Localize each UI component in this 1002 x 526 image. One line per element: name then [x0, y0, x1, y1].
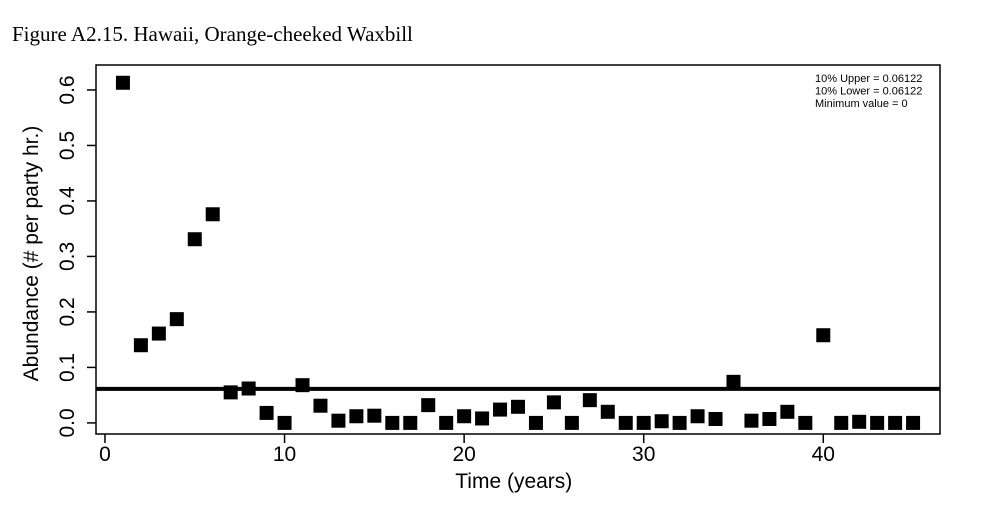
- data-point: [403, 415, 418, 430]
- data-point: [780, 404, 795, 419]
- data-point: [888, 415, 903, 430]
- data-point: [331, 413, 346, 428]
- data-point: [744, 413, 759, 428]
- data-point: [187, 232, 202, 247]
- y-axis-title: Abundance (# per party hr.): [20, 126, 43, 382]
- y-tick-label: 0.3: [56, 242, 79, 271]
- data-point: [528, 415, 543, 430]
- data-point: [457, 409, 472, 424]
- x-tick-label: 30: [632, 443, 655, 466]
- data-point: [726, 374, 741, 389]
- data-point: [241, 381, 256, 396]
- y-tick-label: 0.2: [56, 297, 79, 326]
- data-point: [816, 328, 831, 343]
- data-point: [475, 411, 490, 426]
- x-tick-label: 40: [812, 443, 835, 466]
- data-point: [151, 326, 166, 341]
- plot-frame: [95, 64, 941, 435]
- data-points: [115, 75, 921, 430]
- data-point: [636, 415, 651, 430]
- data-point: [205, 207, 220, 222]
- data-point: [762, 412, 777, 427]
- data-point: [870, 415, 885, 430]
- data-point: [313, 398, 328, 413]
- y-tick-label: 0.5: [56, 131, 79, 160]
- data-point: [349, 409, 364, 424]
- data-point: [493, 402, 508, 417]
- data-point: [259, 405, 274, 420]
- data-point: [618, 415, 633, 430]
- data-point: [223, 385, 238, 400]
- data-point: [421, 398, 436, 413]
- data-point: [367, 408, 382, 423]
- data-point: [798, 415, 813, 430]
- y-axis: 0.0 0.1 0.2 0.3 0.4 0.5 0.6: [56, 75, 96, 438]
- data-point: [852, 414, 867, 429]
- data-point: [133, 338, 148, 353]
- data-point: [169, 312, 184, 327]
- data-point: [654, 414, 669, 429]
- data-point: [511, 399, 525, 414]
- x-tick-label: 0: [99, 443, 111, 466]
- data-point: [582, 393, 597, 408]
- figure-caption: Figure A2.15. Hawaii, Orange-cheeked Wax…: [12, 22, 413, 46]
- x-axis: 0 10 20 30 40: [99, 434, 835, 466]
- data-point: [906, 415, 921, 430]
- legend-annotation: 10% Upper = 0.06122: [815, 73, 922, 85]
- data-point: [546, 395, 561, 410]
- y-tick-label: 0.4: [56, 186, 79, 216]
- x-tick-label: 10: [273, 443, 296, 466]
- x-tick-label: 20: [452, 443, 475, 466]
- data-point: [295, 378, 310, 393]
- data-point: [564, 415, 579, 430]
- data-point: [600, 404, 615, 419]
- x-axis-title: Time (years): [455, 470, 572, 493]
- data-point: [385, 415, 400, 430]
- y-tick-label: 0.0: [56, 408, 79, 437]
- y-tick-label: 0.6: [56, 75, 79, 104]
- data-point: [834, 415, 849, 430]
- legend-annotation: Minimum value = 0: [815, 98, 908, 110]
- data-point: [277, 415, 292, 430]
- legend-annotation: 10% Lower = 0.06122: [815, 86, 922, 98]
- y-tick-label: 0.1: [56, 353, 79, 382]
- data-point: [439, 415, 454, 430]
- data-point: [115, 75, 130, 90]
- data-point: [690, 409, 705, 424]
- data-point: [708, 412, 723, 427]
- data-point: [672, 415, 687, 430]
